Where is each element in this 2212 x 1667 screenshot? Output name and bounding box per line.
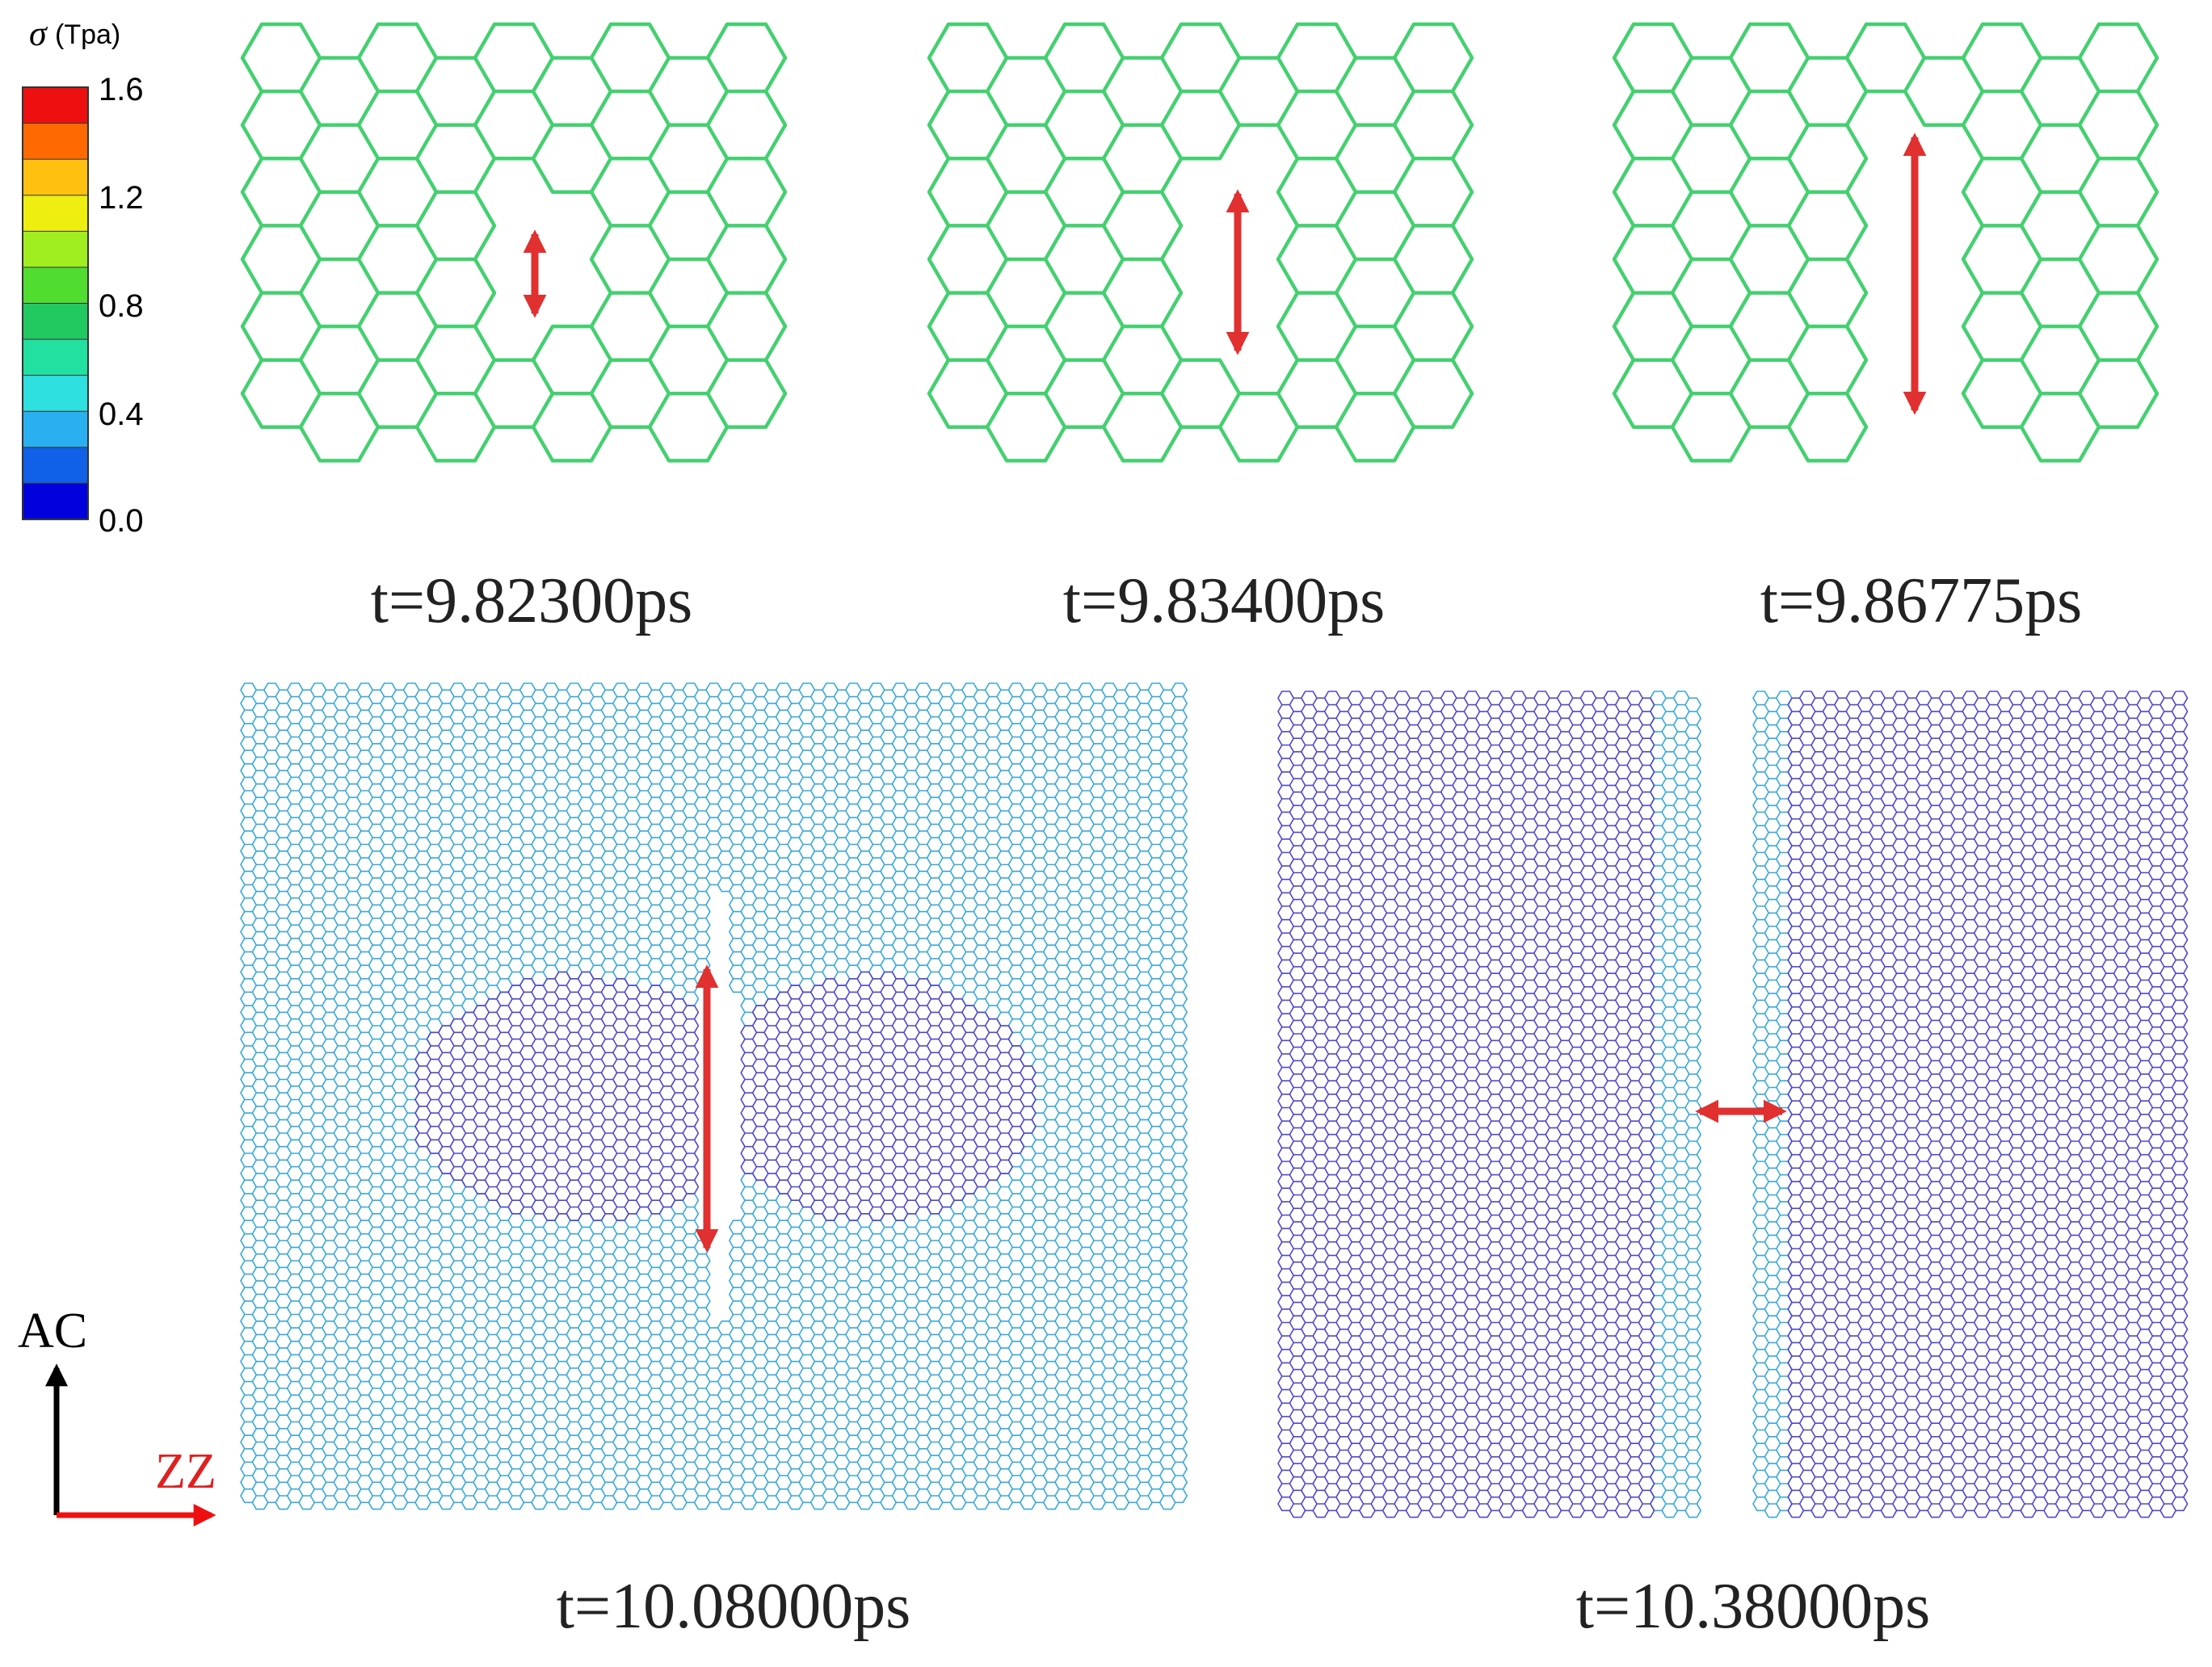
colorbar-block: [22, 230, 89, 269]
time-label-5: t=10.38000ps: [1576, 1571, 1930, 1642]
time-label-1: t=9.82300ps: [371, 565, 692, 636]
hexagon-lattice: [240, 682, 1188, 1510]
colorbar-tick-0-0: 0.0: [99, 503, 144, 539]
time-label-3: t=9.86775ps: [1760, 565, 2082, 636]
time-label-4: t=10.08000ps: [557, 1571, 910, 1642]
lattice-panel-1: [240, 22, 788, 463]
hexagon-lattice: [1612, 22, 2159, 463]
hexagon-lattice: [1752, 691, 1793, 1518]
hexagon-lattice: [1650, 691, 1701, 1518]
hexagon-lattice-low-stress: [1277, 691, 1655, 1518]
lattice-panel-5: [1277, 691, 2189, 1518]
colorbar: σ (Tpa) 1.6 1.2 0.8 0.4 0.0: [22, 14, 144, 539]
colorbar-block: [22, 158, 89, 196]
colorbar-tick-0-4: 0.4: [99, 397, 144, 432]
colorbar-block: [22, 123, 89, 161]
colorbar-block: [22, 86, 89, 124]
colorbar-tick-1-6: 1.6: [99, 72, 144, 107]
hexagon-lattice-low-stress: [1787, 691, 2189, 1518]
hexagon-lattice-low-stress: [414, 971, 1037, 1221]
zz-axis-label: ZZ: [155, 1444, 217, 1499]
colorbar-tick-0-8: 0.8: [99, 288, 144, 324]
colorbar-frame: [22, 86, 89, 520]
colorbar-block: [22, 267, 89, 304]
ac-axis-label: AC: [18, 1304, 87, 1358]
colorbar-block: [22, 195, 89, 233]
hexagon-lattice: [240, 22, 788, 463]
lattice-panel-3: [1612, 22, 2159, 463]
orientation-axes: AC ZZ: [18, 1304, 217, 1526]
lattice-panel-2: [927, 22, 1474, 463]
hexagon-lattice: [927, 22, 1474, 463]
lattice-panel-4: [240, 682, 1188, 1510]
colorbar-block: [22, 447, 89, 485]
colorbar-blocks: [22, 86, 89, 521]
colorbar-symbol: σ: [29, 14, 48, 53]
colorbar-tick-1-2: 1.2: [99, 180, 144, 216]
colorbar-unit: (Tpa): [55, 19, 120, 50]
time-label-2: t=9.83400ps: [1063, 565, 1385, 636]
colorbar-block: [22, 482, 89, 521]
colorbar-block: [22, 410, 89, 448]
colorbar-block: [22, 338, 89, 376]
colorbar-block: [22, 375, 89, 413]
colorbar-block: [22, 303, 89, 341]
